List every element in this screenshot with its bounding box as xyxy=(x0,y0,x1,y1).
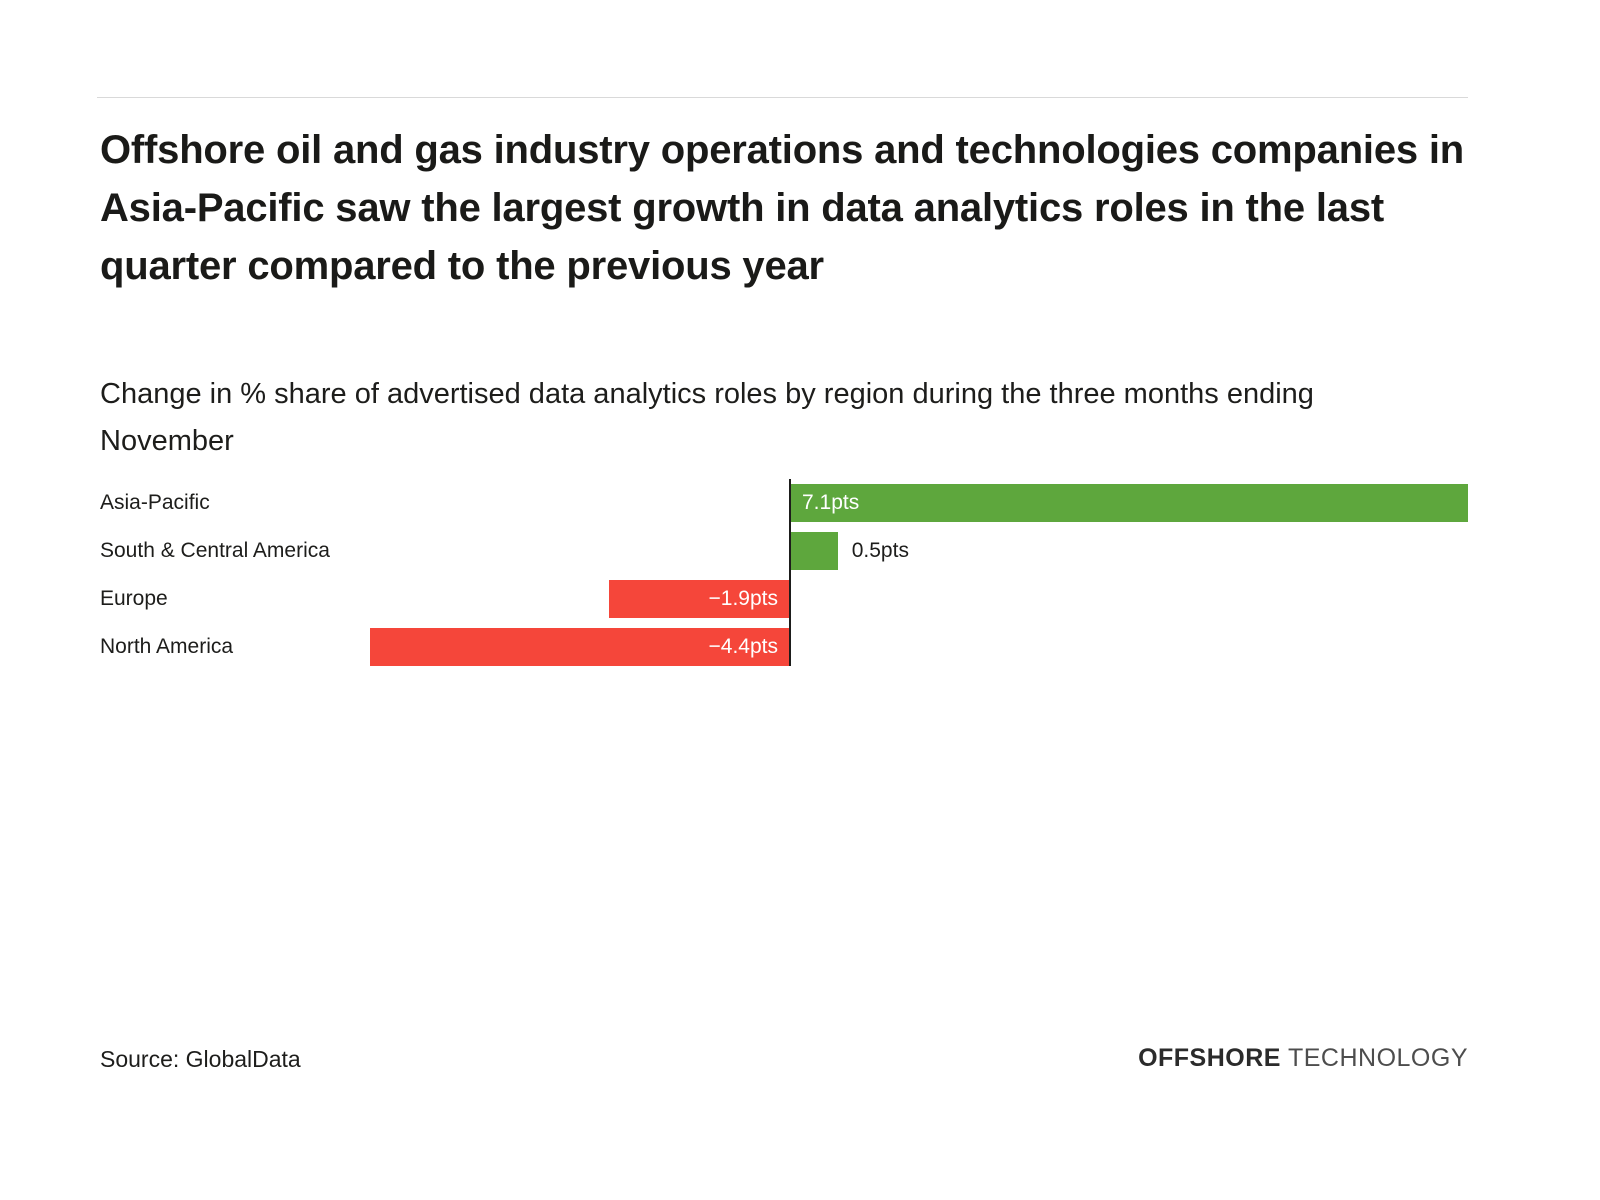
chart-title: Offshore oil and gas industry operations… xyxy=(100,128,1464,288)
value-label: 0.5pts xyxy=(851,539,909,562)
category-label: Europe xyxy=(100,587,168,610)
bar-row: Asia-Pacific 7.1pts xyxy=(100,479,1468,527)
bar-row: North America −4.4pts xyxy=(100,623,1468,671)
value-label: −4.4pts xyxy=(708,635,778,658)
category-label: North America xyxy=(100,635,234,658)
bar-row: South & Central America 0.5pts xyxy=(100,527,1468,575)
publisher-logo: OFFSHORE TECHNOLOGY xyxy=(1138,1044,1468,1073)
publisher-logo-primary: OFFSHORE xyxy=(1138,1044,1281,1072)
bar-chart: Asia-Pacific 7.1pts South & Central Americ… xyxy=(100,479,1468,675)
value-label: 7.1pts xyxy=(802,491,860,514)
bar-row: Europe −1.9pts xyxy=(100,575,1468,623)
bar-positive xyxy=(790,532,838,570)
category-label: Asia-Pacific xyxy=(100,491,210,514)
source-attribution: Source: GlobalData xyxy=(100,1046,301,1072)
bar-negative: −4.4pts xyxy=(369,628,790,666)
zero-baseline xyxy=(789,479,791,666)
bar-negative: −1.9pts xyxy=(608,580,790,618)
category-label: South & Central America xyxy=(100,539,330,562)
bar-positive: 7.1pts xyxy=(790,484,1468,522)
chart-subtitle: Change in % share of advertised data ana… xyxy=(100,378,1314,457)
value-label: −1.9pts xyxy=(708,587,778,610)
top-divider xyxy=(97,97,1468,98)
publisher-logo-secondary: TECHNOLOGY xyxy=(1287,1044,1468,1072)
